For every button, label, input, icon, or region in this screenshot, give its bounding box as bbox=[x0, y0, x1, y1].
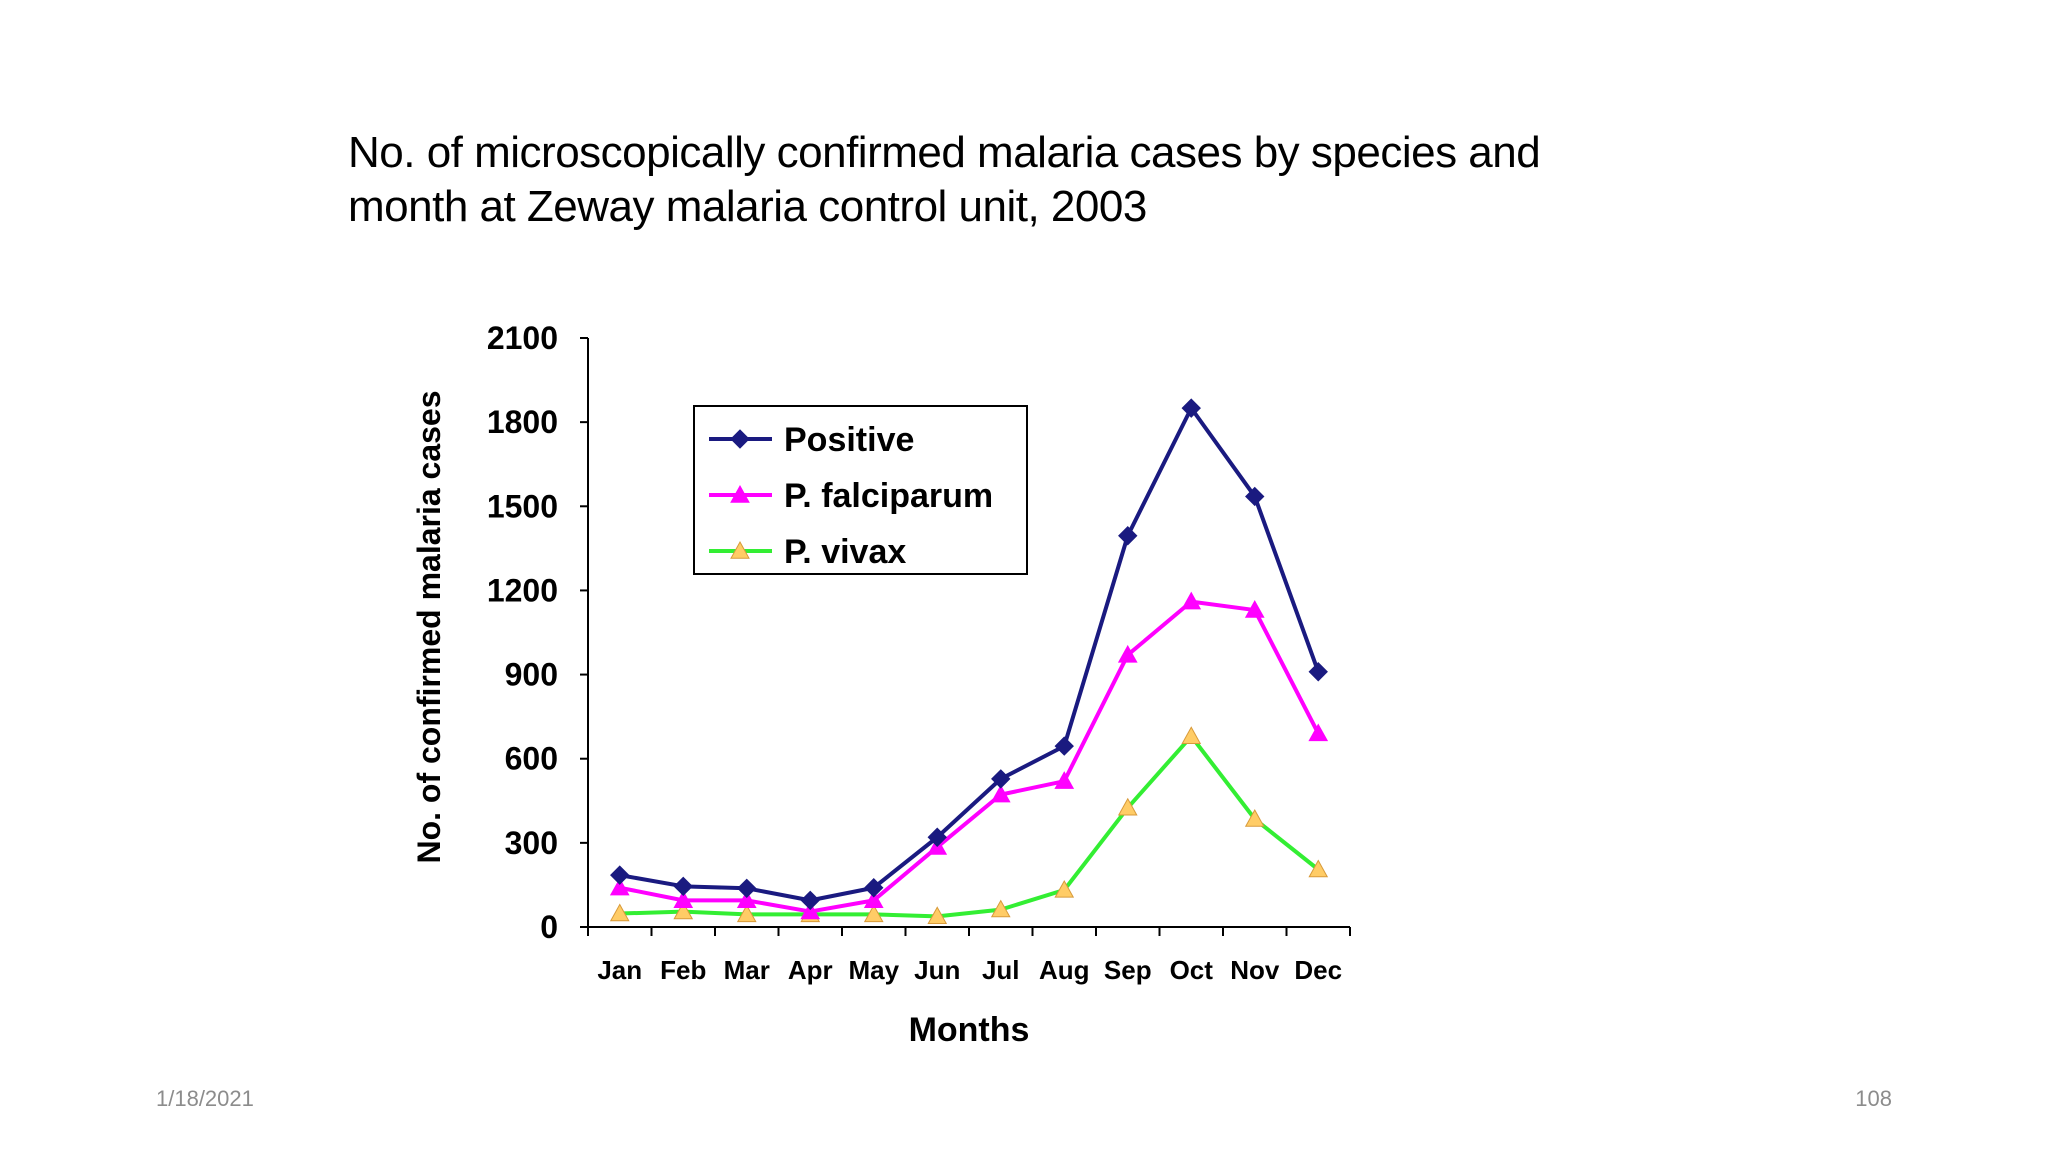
data-point bbox=[800, 890, 820, 911]
data-point bbox=[863, 890, 884, 909]
x-tick-label: Dec bbox=[1294, 955, 1342, 985]
data-point bbox=[609, 877, 630, 896]
x-tick-label: Apr bbox=[788, 955, 833, 985]
y-tick-label: 0 bbox=[540, 909, 558, 945]
data-point bbox=[673, 901, 694, 920]
data-point bbox=[1054, 736, 1074, 756]
series-line bbox=[619, 599, 1321, 914]
legend-marker bbox=[730, 429, 750, 449]
legend-marker bbox=[730, 540, 750, 559]
data-point bbox=[863, 904, 884, 923]
slide-date: 1/18/2021 bbox=[156, 1086, 254, 1111]
x-tick-label: Aug bbox=[1039, 955, 1090, 985]
data-point bbox=[1117, 797, 1138, 816]
x-tick-label: May bbox=[848, 955, 899, 985]
legend-label: Positive bbox=[784, 421, 914, 459]
data-point bbox=[927, 827, 947, 847]
x-tick-label: Jul bbox=[982, 955, 1020, 985]
data-point bbox=[1181, 398, 1201, 418]
y-tick-label: 300 bbox=[505, 825, 558, 861]
data-point bbox=[1118, 526, 1138, 546]
y-tick-label: 1800 bbox=[487, 404, 558, 440]
data-point bbox=[609, 903, 630, 922]
data-point bbox=[736, 890, 757, 909]
y-tick-label: 900 bbox=[505, 657, 558, 693]
x-tick-label: Feb bbox=[660, 955, 706, 985]
data-point bbox=[1054, 771, 1075, 789]
data-point bbox=[673, 890, 694, 909]
data-point bbox=[737, 878, 757, 899]
legend-box bbox=[693, 405, 1028, 575]
data-point bbox=[800, 901, 821, 920]
data-point bbox=[1181, 726, 1202, 744]
slide-number: 108 bbox=[1855, 1086, 1892, 1111]
y-axis-label: No. of confirmed malaria cases bbox=[411, 390, 447, 863]
y-tick-label: 600 bbox=[505, 741, 558, 777]
legend-marker bbox=[730, 484, 750, 503]
y-tick-label: 1500 bbox=[487, 488, 558, 524]
data-point bbox=[1308, 723, 1329, 742]
x-tick-label: Jun bbox=[914, 955, 960, 985]
slide-title: No. of microscopically confirmed malaria… bbox=[348, 126, 1748, 234]
data-point bbox=[610, 865, 630, 885]
data-point bbox=[1308, 662, 1328, 682]
y-tick-label: 1200 bbox=[487, 572, 558, 608]
data-point bbox=[736, 904, 757, 923]
legend-label: P. vivax bbox=[784, 533, 906, 571]
data-point bbox=[1244, 600, 1265, 618]
data-point bbox=[673, 876, 693, 897]
data-point bbox=[1245, 486, 1265, 507]
data-point bbox=[1244, 808, 1265, 827]
slide-title-line-1: No. of microscopically confirmed malaria… bbox=[348, 128, 1541, 177]
series-line bbox=[619, 406, 1321, 903]
data-point bbox=[1181, 591, 1202, 610]
plot-area: 0 300 600 900 1200 1500 1800 2100 Jan Feb Mar Apr Ma… bbox=[487, 320, 1351, 985]
data-point bbox=[927, 906, 948, 925]
series-line bbox=[619, 734, 1320, 919]
data-point bbox=[1117, 644, 1138, 663]
legend-label: P. falciparum bbox=[784, 477, 993, 515]
y-tick-label: 2100 bbox=[487, 320, 558, 356]
x-tick-label: Mar bbox=[724, 955, 770, 985]
x-tick-label: Sep bbox=[1104, 955, 1152, 985]
x-tick-label: Nov bbox=[1230, 955, 1280, 985]
data-point bbox=[990, 784, 1011, 803]
data-point bbox=[864, 878, 884, 898]
x-tick-label: Oct bbox=[1170, 955, 1214, 985]
x-tick-label: Jan bbox=[597, 955, 642, 985]
data-point bbox=[991, 769, 1011, 789]
data-point bbox=[1308, 859, 1329, 878]
data-point bbox=[1054, 879, 1075, 898]
slide-title-line-2: month at Zeway malaria control unit, 200… bbox=[348, 182, 1147, 231]
x-axis-label: Months bbox=[909, 1011, 1030, 1049]
data-point bbox=[990, 899, 1011, 918]
